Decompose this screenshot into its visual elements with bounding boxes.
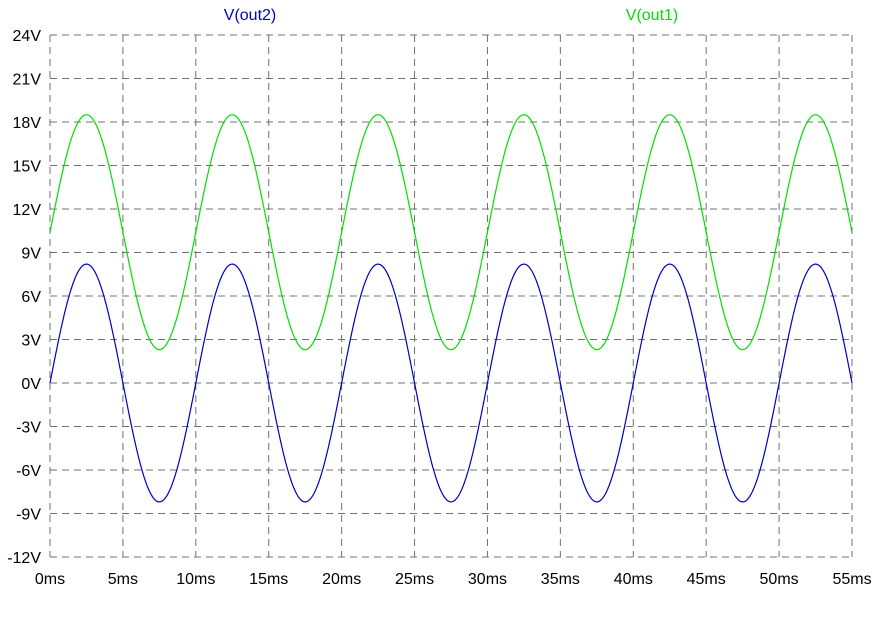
y-tick-label: -3V — [16, 420, 41, 437]
y-tick-label: 3V — [21, 333, 41, 350]
y-tick-label: -12V — [7, 550, 41, 567]
y-tick-label: 21V — [13, 72, 42, 89]
legend-label-out1[interactable]: V(out1) — [626, 7, 678, 24]
y-tick-label: 12V — [13, 202, 42, 219]
x-tick-label: 55ms — [832, 571, 871, 588]
y-tick-label: 0V — [21, 376, 41, 393]
x-tick-label: 5ms — [108, 571, 138, 588]
x-tick-label: 30ms — [468, 571, 507, 588]
y-tick-label: 6V — [21, 289, 41, 306]
y-axis-tick-labels: 24V 21V 18V 15V 12V 9V 6V 3V 0V -3V -6V -9V -12V — [7, 28, 41, 567]
x-tick-label: 45ms — [687, 571, 726, 588]
x-axis-tick-labels: 0ms 5ms 10ms 15ms 20ms 25ms 30ms 35ms 40ms 45ms 50… — [35, 571, 872, 588]
y-tick-label: -9V — [16, 507, 41, 524]
grid-lines — [49, 34, 853, 558]
x-tick-label: 15ms — [249, 571, 288, 588]
x-tick-label: 50ms — [760, 571, 799, 588]
x-tick-label: 0ms — [35, 571, 65, 588]
series-line-out2[interactable] — [49, 263, 853, 503]
y-tick-label: -6V — [16, 463, 41, 480]
x-tick-label: 25ms — [395, 571, 434, 588]
series-line-out1[interactable] — [49, 114, 853, 351]
x-tick-label: 35ms — [541, 571, 580, 588]
x-tick-label: 20ms — [322, 571, 361, 588]
legend-label-out2[interactable]: V(out2) — [224, 7, 276, 24]
legend: V(out2) V(out1) — [224, 7, 678, 24]
x-tick-label: 10ms — [176, 571, 215, 588]
x-tick-label: 40ms — [614, 571, 653, 588]
y-tick-label: 9V — [21, 246, 41, 263]
series-traces — [49, 114, 853, 503]
y-tick-label: 24V — [13, 28, 42, 45]
y-tick-label: 15V — [13, 159, 42, 176]
y-tick-label: 18V — [13, 115, 42, 132]
